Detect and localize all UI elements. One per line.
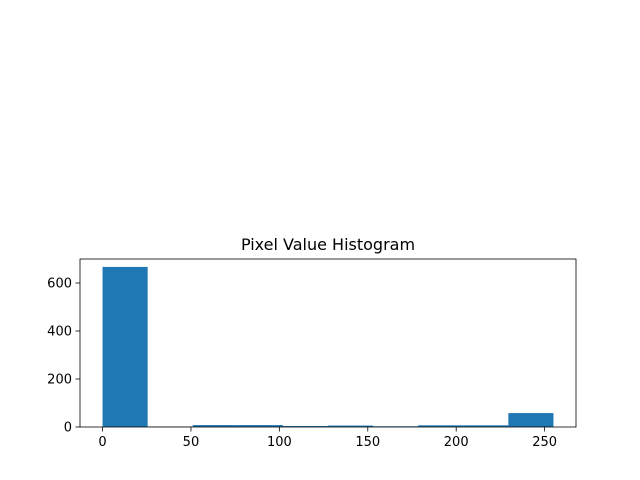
x-axis-ticks: 0 50 100 150 200 250 xyxy=(98,427,557,450)
histogram-bar-5 xyxy=(328,425,374,427)
x-tick-label: 150 xyxy=(355,435,380,450)
histogram-bar-3 xyxy=(237,425,283,427)
histogram-bar-2 xyxy=(192,425,238,427)
chart-title: Pixel Value Histogram xyxy=(241,235,415,254)
axes-frame xyxy=(79,258,577,428)
histogram-bar-9 xyxy=(508,413,554,427)
x-tick-label: 250 xyxy=(532,435,557,450)
x-tick-label: 50 xyxy=(183,435,200,450)
y-tick-label: 0 xyxy=(64,421,72,436)
y-tick-label: 600 xyxy=(47,277,72,292)
x-tick-label: 200 xyxy=(444,435,469,450)
x-tick-label: 100 xyxy=(267,435,292,450)
histogram-bar-0 xyxy=(102,266,148,427)
y-axis-ticks: 0 200 400 600 xyxy=(47,277,80,436)
x-tick-label: 0 xyxy=(98,435,106,450)
bars-layer xyxy=(102,266,554,427)
histogram-bar-7 xyxy=(418,425,464,427)
y-tick-label: 200 xyxy=(47,373,72,388)
y-tick-label: 400 xyxy=(47,325,72,340)
histogram-bar-8 xyxy=(463,425,509,427)
histogram-bar-4 xyxy=(282,426,328,427)
